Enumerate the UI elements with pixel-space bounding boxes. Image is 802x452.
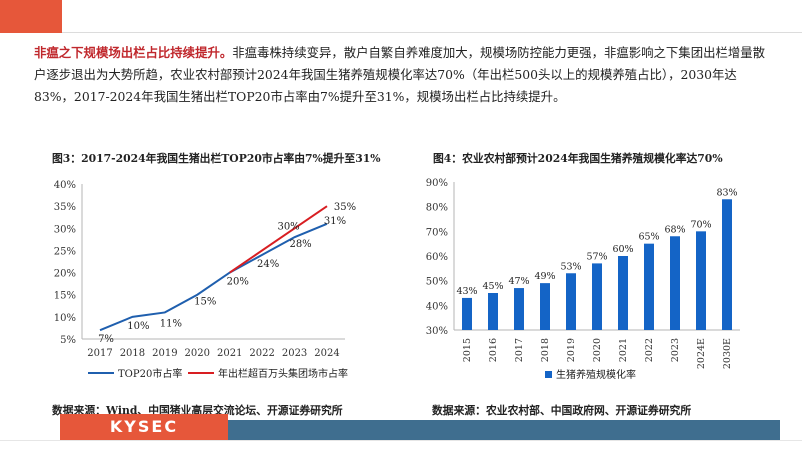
legend-swatch [545,371,552,378]
top20-data-label: 31% [324,216,346,227]
fig4-title: 图4：农业农村部预计2024年我国生猪养殖规模化率达70% [433,152,723,165]
fig3-source: 数据来源：Wind、中国猪业高层交流论坛、开源证券研究所 [52,404,343,417]
bar [540,283,550,330]
x-tick-label: 2021 [618,338,629,362]
x-tick-label: 2021 [217,348,242,359]
bar-value-label: 45% [482,281,503,292]
x-tick-label: 2023 [670,338,681,362]
x-tick-label: 2022 [249,348,274,359]
bar-value-label: 60% [612,244,633,255]
bar [644,243,654,330]
x-tick-label: 2019 [152,348,177,359]
y-tick-label: 5% [60,335,76,346]
y-tick-label: 60% [426,252,448,263]
fig3-title: 图3：2017-2024年我国生猪出栏TOP20市占率由7%提升至31% [52,152,381,165]
y-tick-label: 25% [54,246,76,257]
brand-logo: KYSEC [60,414,228,440]
y-tick-label: 15% [54,291,76,302]
bar-value-label: 68% [664,224,685,235]
bar-value-label: 43% [456,286,477,297]
intro-paragraph: 非瘟之下规模场出栏占比持续提升。非瘟毒株持续变异，散户自繁自养难度加大，规模场防… [34,42,774,108]
bar-value-label: 53% [560,261,581,272]
bar-value-label: 83% [716,187,737,198]
y-tick-label: 20% [54,269,76,280]
y-tick-label: 30% [54,224,76,235]
y-tick-label: 90% [426,178,448,189]
bar [696,231,706,330]
bar-value-label: 47% [508,276,529,287]
y-tick-label: 35% [54,202,76,213]
y-tick-label: 40% [426,301,448,312]
bar [618,256,628,330]
x-tick-label: 2024 [314,348,339,359]
x-tick-label: 2018 [120,348,145,359]
legend-million-head-label: 年出栏超百万头集团场市占率 [218,367,348,380]
paragraph-lead: 非瘟之下规模场出栏占比持续提升。 [34,45,233,60]
bar [488,293,498,330]
bar [592,263,602,330]
x-tick-label: 2020 [592,338,603,362]
bottom-divider [0,440,802,441]
y-tick-label: 70% [426,227,448,238]
x-tick-label: 2016 [488,338,499,362]
bar [462,297,472,330]
x-tick-label: 2030E [722,338,733,369]
paragraph-body: 非瘟毒株持续变异，散户自繁自养难度加大，规模场防控能力更强，非瘟影响之下集团出栏… [34,45,766,104]
bar [722,199,732,330]
top20-data-label: 24% [257,259,279,270]
y-tick-label: 80% [426,203,448,214]
footer-bar [228,420,780,440]
x-tick-label: 2024E [696,338,707,369]
series-top20-line [99,222,328,332]
top20-data-label: 15% [194,297,216,308]
x-tick-label: 2022 [644,338,655,362]
top20-data-label: 10% [127,321,149,332]
x-tick-label: 2015 [462,338,473,362]
x-tick-label: 2017 [514,338,525,362]
legend-top20-label: TOP20市占率 [118,367,182,380]
top20-data-label: 20% [227,277,249,288]
y-tick-label: 50% [426,277,448,288]
fig4-source: 数据来源：农业农村部、中国政府网、开源证券研究所 [432,404,692,417]
y-tick-label: 40% [54,180,76,191]
bar [514,288,524,330]
bar-value-label: 70% [690,219,711,230]
x-tick-label: 2017 [87,348,112,359]
fig4-bar-chart: 30% 40% 50% 60% 70% 80% 90% 43% 45% 47% 49% 53% 57% 6… [412,165,752,404]
top20-data-label: 28% [289,239,311,250]
top20-data-label: 7% [98,334,114,345]
bar-value-label: 65% [638,232,659,243]
y-tick-label: 30% [426,326,448,337]
top-strip [0,0,802,33]
legend-label: 生猪养殖规模化率 [556,368,636,381]
million-head-data-label: 30% [277,221,299,232]
bar-value-label: 49% [534,271,555,282]
million-head-data-label: 35% [334,202,356,213]
y-tick-label: 10% [54,313,76,324]
bar [566,273,576,330]
fig3-line-chart: 5% 10% 15% 20% 25% 30% 35% 40% 2017 2018 2019 2020 2… [40,165,380,404]
top-divider [62,32,802,33]
x-tick-label: 2019 [566,338,577,362]
bar [670,236,680,330]
bar-value-label: 57% [586,251,607,262]
x-tick-label: 2020 [185,348,210,359]
top20-data-label: 11% [160,318,182,329]
x-tick-label: 2023 [282,348,307,359]
x-tick-label: 2018 [540,338,551,362]
series-million-head-line [229,205,328,274]
top-accent-block [0,0,62,33]
